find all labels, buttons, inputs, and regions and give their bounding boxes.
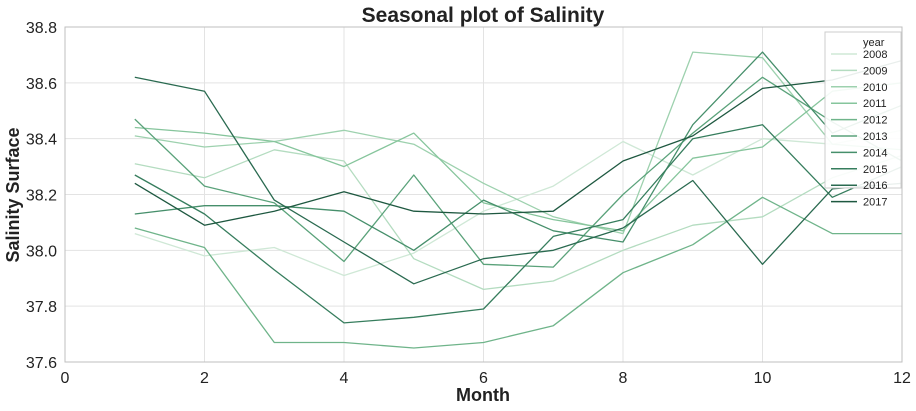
legend-label-2016: 2016 [863, 180, 887, 192]
y-tick-label: 37.6 [26, 355, 57, 372]
y-tick-label: 38.2 [26, 188, 57, 205]
legend-label-2014: 2014 [863, 147, 887, 159]
series-line-2011 [134, 82, 903, 232]
y-tick-label: 37.8 [26, 299, 57, 316]
x-tick-label: 8 [619, 370, 628, 387]
x-tick-label: 0 [61, 370, 70, 387]
legend-label-2008: 2008 [863, 49, 887, 61]
legend-label-2010: 2010 [863, 82, 887, 94]
x-tick-label: 10 [754, 370, 772, 387]
x-tick-label: 12 [893, 370, 911, 387]
tick-labels: 0 2 4 6 8 10 12 37.6 37.8 38.0 38.2 38.4 38.6 38.8 [26, 20, 911, 387]
plot-area-frame [64, 26, 903, 363]
series-line-2015 [134, 124, 903, 324]
legend-label-2011: 2011 [863, 98, 887, 110]
series-line-2017 [134, 59, 903, 226]
series-line-2009 [134, 149, 903, 291]
legend: year 2008 2009 2010 2011 2012 2013 2014 2015 201… [824, 31, 902, 209]
series-lines [134, 51, 903, 349]
x-tick-label: 2 [200, 370, 209, 387]
legend-label-2017: 2017 [863, 197, 887, 209]
legend-box [824, 31, 902, 189]
legend-label-2015: 2015 [863, 164, 887, 176]
y-tick-label: 38.0 [26, 243, 57, 260]
y-tick-label: 38.4 [26, 132, 57, 149]
series-line-2008 [134, 129, 903, 277]
x-axis-title: Month [456, 385, 510, 405]
x-tick-label: 4 [340, 370, 349, 387]
grid [64, 26, 903, 363]
series-line-2014 [134, 51, 903, 251]
x-tick-label: 6 [479, 370, 488, 387]
legend-label-2012: 2012 [863, 115, 887, 127]
series-line-2016 [134, 76, 903, 285]
series-line-2013 [134, 76, 903, 268]
legend-title: year [863, 37, 885, 49]
chart-title: Seasonal plot of Salinity [362, 4, 605, 27]
series-line-2010 [134, 51, 903, 235]
legend-items: 2008 2009 2010 2011 2012 2013 2014 2015 2016 2017 [831, 49, 887, 209]
y-tick-label: 38.8 [26, 20, 57, 37]
legend-label-2013: 2013 [863, 131, 887, 143]
series-line-2012 [134, 196, 902, 349]
y-axis-title: Salinity Surface [3, 127, 23, 262]
legend-label-2009: 2009 [863, 65, 887, 77]
y-tick-label: 38.6 [26, 76, 57, 93]
